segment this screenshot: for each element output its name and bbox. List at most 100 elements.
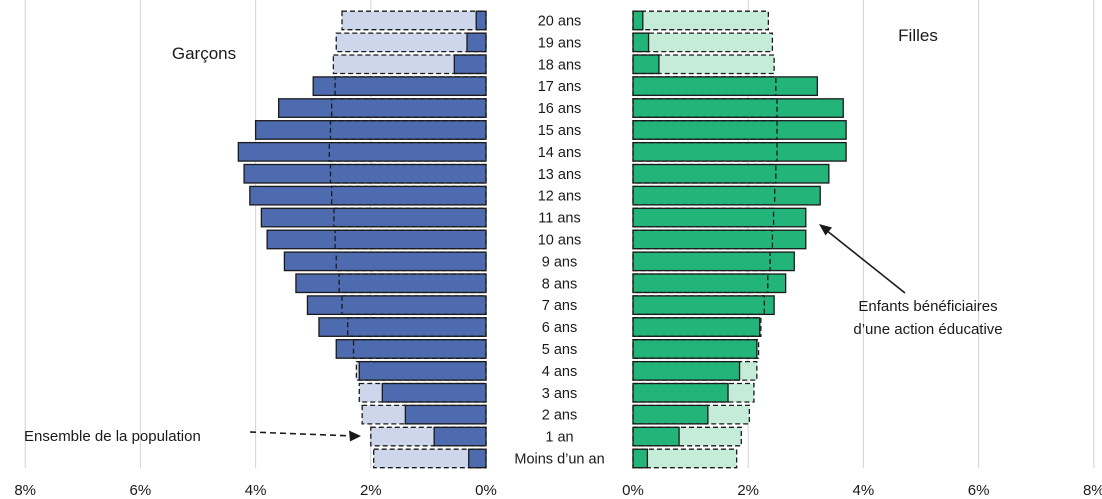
- bar-left: [433, 426, 487, 447]
- population-fill-left: [359, 383, 383, 402]
- population-fill-left: [342, 11, 477, 30]
- bar-left: [453, 54, 487, 75]
- age-label: 5 ans: [542, 342, 577, 358]
- age-label: 7 ans: [542, 298, 577, 314]
- age-label: 4 ans: [542, 364, 577, 380]
- population-outline-right: [632, 76, 777, 97]
- bar-right: [632, 141, 847, 162]
- population-outline-left: [329, 163, 487, 184]
- bar-left: [237, 141, 487, 162]
- x-tick-label-right: 6%: [968, 482, 990, 499]
- bar-right: [632, 404, 709, 425]
- population-bars: [333, 11, 775, 468]
- population-outline-left: [352, 339, 487, 359]
- bar-right: [632, 382, 729, 403]
- bar-left: [468, 448, 487, 469]
- population-outlines: [328, 10, 778, 469]
- age-label: 14 ans: [538, 145, 582, 161]
- population-outline-right: [632, 251, 771, 272]
- age-label: 1 an: [545, 430, 573, 446]
- annotation-beneficiaries: Enfants bénéficiaires d’une action éduca…: [819, 224, 1003, 338]
- age-label: 12 ans: [538, 189, 582, 205]
- population-fill-right: [647, 449, 737, 468]
- bar-left: [335, 339, 487, 359]
- population-outline-left: [338, 273, 487, 294]
- annotation-beneficiaries-arrow: [825, 229, 906, 294]
- age-label: 11 ans: [538, 211, 580, 227]
- x-tick-label-left: 0%: [475, 482, 497, 499]
- population-outline-right: [632, 273, 769, 294]
- bar-left: [277, 98, 487, 118]
- population-outline-left: [333, 207, 487, 228]
- bar-left: [266, 229, 487, 250]
- age-label: 2 ans: [542, 408, 577, 424]
- population-fill-left: [373, 449, 469, 468]
- population-outline-right: [632, 163, 777, 184]
- bar-left: [404, 404, 487, 425]
- population-outline-left: [332, 54, 487, 75]
- population-outline-left: [355, 360, 487, 381]
- x-tick-label-left: 2%: [360, 482, 382, 499]
- age-label: 8 ans: [542, 276, 577, 292]
- population-fill-left: [370, 427, 435, 446]
- population-outline-right: [632, 10, 770, 31]
- bar-right: [632, 295, 775, 316]
- population-outline-right: [632, 426, 742, 447]
- population-outline-left: [330, 185, 487, 206]
- age-label: 16 ans: [538, 101, 582, 117]
- age-label: 13 ans: [538, 167, 582, 183]
- bar-right: [632, 317, 761, 337]
- population-fill-right: [648, 33, 773, 52]
- annotation-population-arrow: [249, 431, 356, 437]
- population-outline-right: [632, 404, 751, 425]
- population-fill-left: [356, 361, 360, 381]
- population-outline-left: [334, 229, 487, 250]
- population-outline-right: [632, 32, 774, 53]
- annotation-beneficiaries-arrowhead: [819, 224, 832, 236]
- age-label: 17 ans: [538, 79, 582, 95]
- right-title: Filles: [898, 26, 938, 45]
- population-fill-right: [679, 427, 742, 446]
- population-outline-left: [370, 426, 487, 447]
- bar-left: [475, 10, 487, 31]
- x-tick-label-right: 8%: [1083, 482, 1102, 499]
- bar-right: [632, 448, 649, 469]
- population-outline-left: [361, 404, 487, 425]
- bar-right: [632, 54, 660, 75]
- population-fill-right: [642, 11, 769, 30]
- age-label: 20 ans: [538, 13, 582, 29]
- bar-right: [632, 10, 644, 31]
- population-fill-right: [707, 405, 750, 424]
- population-outline-right: [632, 141, 778, 162]
- population-outline-right: [632, 295, 765, 316]
- population-outline-left: [341, 295, 487, 316]
- population-fill-left: [333, 55, 455, 74]
- population-outline-left: [335, 251, 487, 272]
- bar-left: [254, 120, 487, 140]
- bar-right: [632, 163, 830, 184]
- population-outline-right: [632, 448, 738, 469]
- bar-right: [632, 229, 807, 250]
- population-outline-right: [632, 229, 774, 250]
- population-fill-left: [362, 405, 406, 424]
- bar-left: [295, 273, 487, 294]
- age-label: 9 ans: [542, 254, 577, 270]
- x-tick-label-left: 4%: [245, 482, 267, 499]
- population-outline-left: [373, 448, 487, 469]
- age-label: Moins d’un an: [514, 451, 604, 467]
- bar-right: [632, 360, 741, 381]
- bar-left: [312, 76, 487, 97]
- population-outline-right: [632, 317, 762, 337]
- bar-right: [632, 98, 844, 118]
- population-outline-right: [632, 98, 778, 118]
- bar-right: [632, 185, 821, 206]
- x-tick-label-left: 8%: [14, 482, 36, 499]
- age-label: 10 ans: [538, 232, 582, 248]
- annotation-population-arrowhead: [349, 430, 361, 442]
- bar-right: [632, 426, 680, 447]
- left-title: Garçons: [172, 44, 236, 63]
- population-fill-right: [658, 55, 775, 74]
- population-outline-left: [334, 76, 487, 97]
- bar-right: [632, 76, 818, 97]
- annotation-beneficiaries-line1: Enfants bénéficiaires: [858, 298, 997, 315]
